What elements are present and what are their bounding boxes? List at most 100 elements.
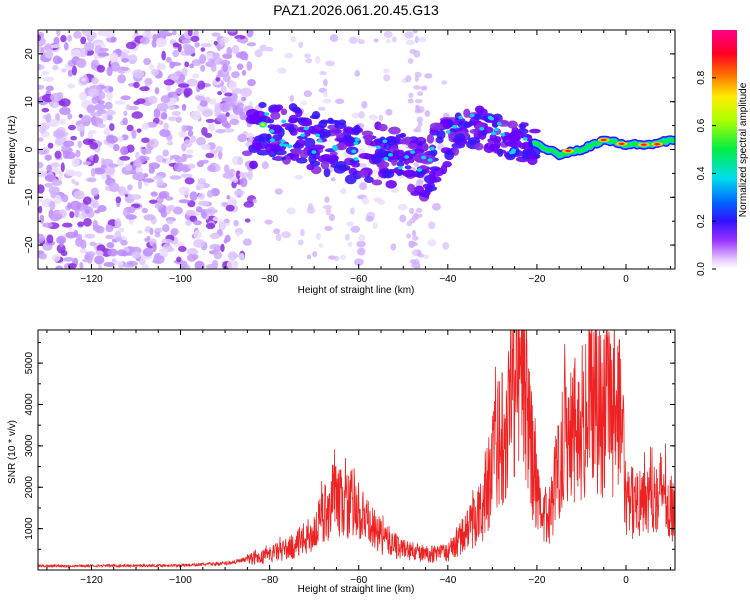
noise-blob: [177, 83, 190, 88]
colorbar-tick-label: 0.0: [696, 262, 707, 276]
signal-peak: [421, 155, 427, 160]
signal-blob: [334, 122, 347, 130]
noise-blob: [38, 161, 44, 169]
noise-blob: [38, 137, 44, 142]
noise-blob: [53, 36, 60, 46]
noise-blob: [340, 188, 347, 195]
noise-blob: [365, 215, 374, 222]
noise-blob: [431, 202, 441, 211]
noise-blob: [286, 207, 296, 215]
x-tick-label: −20: [528, 274, 545, 285]
signal-blob: [291, 147, 303, 155]
noise-blob: [182, 154, 193, 159]
noise-blob: [216, 114, 228, 123]
noise-blob: [91, 77, 99, 85]
snr-ticks: −120 −100 −80 −60 −40 −20 0 1000 2000 3000 4000 500…: [24, 330, 675, 586]
noise-blob: [154, 87, 160, 95]
noise-blob: [209, 232, 221, 240]
signal-blob: [303, 137, 316, 148]
noise-blob: [152, 242, 157, 253]
x-tick-label: −100: [169, 274, 192, 285]
noise-blob: [150, 68, 160, 76]
signal-peak: [404, 155, 410, 159]
noise-blob: [414, 75, 419, 82]
signal-peak: [496, 121, 502, 126]
noise-blob: [61, 194, 69, 203]
noise-blob: [127, 184, 133, 191]
signal-blob: [422, 142, 429, 151]
noise-blob: [48, 119, 60, 128]
signal-peak: [264, 112, 270, 116]
noise-blob: [239, 51, 248, 61]
noise-blob: [220, 59, 231, 67]
x-tick-label: −40: [439, 575, 456, 586]
noise-blob: [96, 250, 104, 257]
noise-blob: [383, 30, 393, 38]
x-tick-label: −40: [439, 274, 456, 285]
noise-blob: [67, 113, 73, 120]
noise-blob: [101, 113, 108, 122]
signal-peak: [303, 126, 309, 131]
noise-blob: [224, 122, 232, 129]
noise-blob: [236, 63, 244, 70]
noise-blob: [373, 38, 379, 43]
noise-blob: [93, 52, 98, 60]
noise-blob: [51, 178, 63, 187]
noise-blob: [157, 62, 165, 70]
noise-blob: [351, 112, 360, 119]
x-tick-label: −20: [528, 575, 545, 586]
noise-blob: [283, 52, 294, 59]
noise-blob: [209, 149, 219, 154]
signal-blob: [317, 128, 331, 139]
noise-blob: [176, 256, 182, 263]
noise-blob: [131, 129, 137, 139]
signal-peak: [287, 144, 293, 149]
noise-blob: [73, 30, 82, 39]
noise-blob: [325, 207, 332, 216]
noise-blob: [418, 36, 427, 43]
spectrogram-xlabel: Height of straight line (km): [298, 285, 415, 296]
noise-blob: [186, 149, 194, 154]
noise-blob: [125, 214, 137, 220]
noise-blob: [205, 152, 215, 159]
noise-blob: [78, 114, 84, 119]
noise-blob: [143, 57, 151, 66]
noise-blob: [246, 30, 254, 38]
noise-blob: [82, 138, 93, 145]
noise-blob: [73, 190, 85, 200]
signal-blob: [395, 133, 406, 139]
noise-blob: [236, 37, 242, 43]
signal-peak: [279, 142, 285, 147]
signal-blob: [364, 135, 372, 145]
noise-blob: [415, 125, 422, 133]
noise-blob: [89, 241, 97, 247]
signal-blob: [436, 129, 446, 140]
noise-blob: [136, 98, 146, 104]
noise-blob: [217, 150, 223, 160]
signal-peak: [354, 137, 360, 142]
noise-blob: [38, 205, 43, 214]
noise-blob: [407, 98, 414, 104]
signal-blob: [344, 174, 357, 185]
noise-blob: [190, 135, 197, 143]
noise-blob: [428, 221, 436, 230]
noise-blob: [171, 30, 177, 36]
noise-blob: [215, 77, 221, 82]
noise-blob: [38, 169, 48, 178]
signal-blob: [320, 119, 329, 125]
noise-blob: [113, 143, 120, 152]
noise-blob: [194, 42, 200, 48]
signal-blob: [463, 108, 471, 118]
noise-blob: [208, 123, 215, 132]
signal-blob: [344, 135, 352, 142]
signal-blob: [444, 150, 455, 161]
noise-blob: [409, 48, 417, 55]
noise-blob: [170, 228, 179, 236]
noise-blob: [39, 126, 46, 134]
noise-blob: [160, 95, 171, 104]
noise-blob: [162, 149, 169, 157]
noise-blob: [65, 151, 76, 160]
y-tick-label: 1000: [24, 517, 35, 540]
noise-blob: [323, 78, 328, 87]
signal-blob: [287, 124, 295, 134]
